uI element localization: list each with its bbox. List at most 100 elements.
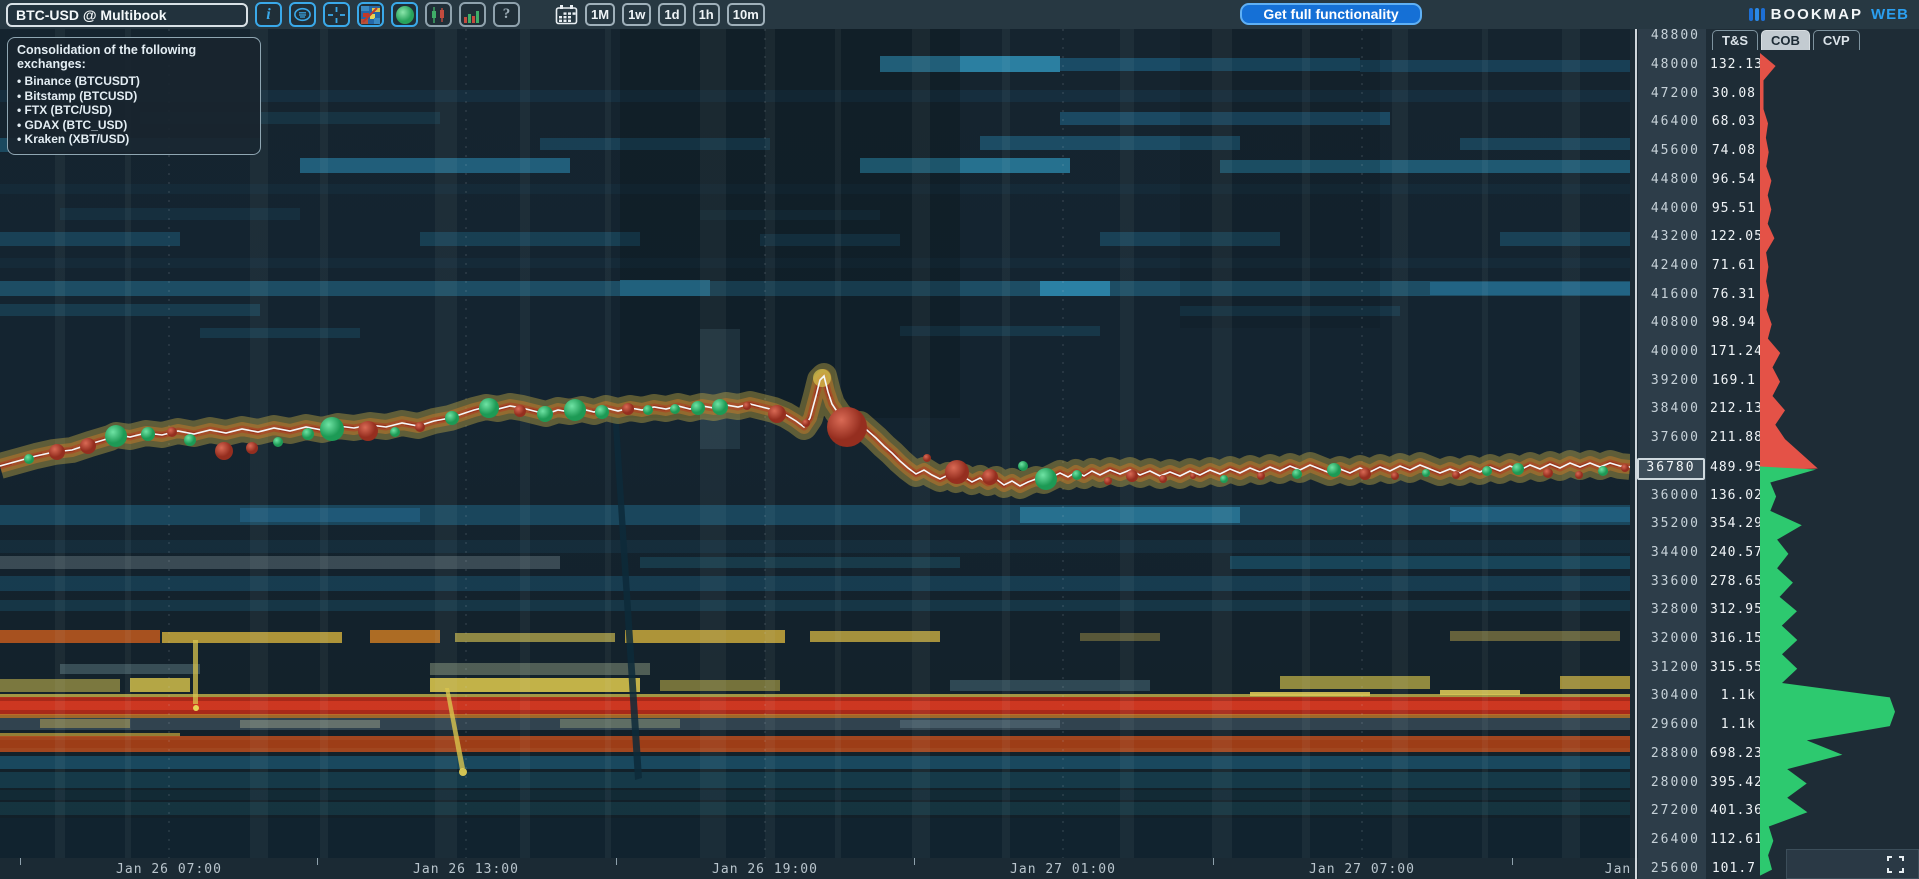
info-button[interactable]: i (255, 2, 282, 27)
volume-bars-icon (464, 10, 479, 23)
price-axis-label: 34400 (1650, 544, 1700, 560)
symbol-input[interactable] (6, 2, 248, 27)
tooltip-title: Consolidation of the following exchanges… (17, 43, 197, 71)
buy-bubble (643, 405, 653, 415)
heatmap-chart[interactable] (0, 29, 1630, 858)
timeframe-1w-button[interactable]: 1w (622, 3, 652, 26)
depth-value: 1.1k (1720, 688, 1756, 704)
price-axis-label: 39200 (1650, 372, 1700, 388)
price-axis-label: 45600 (1650, 143, 1700, 159)
bid-depth-profile (1760, 466, 1895, 876)
sell-bubble (923, 454, 931, 462)
chat-button[interactable] (289, 2, 316, 27)
price-axis-label: 36000 (1650, 487, 1700, 503)
price-line (0, 363, 1630, 499)
timeframe-1h-button[interactable]: 1h (692, 3, 720, 26)
toolbar: i ? 1M 1w 1d 1h 10m Get full functionali… (0, 0, 1919, 29)
sell-bubble (827, 407, 867, 447)
price-axis-label: 26400 (1650, 831, 1700, 847)
sell-bubble (982, 469, 998, 485)
depth-value: 278.65 (1710, 573, 1763, 589)
sphere-icon (395, 5, 414, 24)
price-axis-label: 32000 (1650, 631, 1700, 646)
buy-bubble (390, 427, 400, 437)
timeframe-10m-button[interactable]: 10m (726, 3, 765, 26)
volume-button[interactable] (459, 2, 486, 27)
price-axis-label: 28000 (1650, 774, 1700, 790)
time-gridlines (168, 29, 1363, 858)
price-axis-label: 27200 (1650, 803, 1700, 819)
price-axis-label: 48000 (1650, 57, 1700, 72)
price-axis-label: 31200 (1650, 659, 1700, 675)
price-axis-label: 25600 (1650, 860, 1700, 876)
buy-bubble (1292, 469, 1302, 479)
buy-bubble (564, 399, 586, 421)
buy-bubble (1482, 466, 1492, 476)
get-full-functionality-button[interactable]: Get full functionality (1240, 3, 1422, 25)
panel-separator[interactable] (1635, 28, 1637, 879)
time-tick (914, 858, 915, 865)
price-axis-label: 44000 (1650, 200, 1700, 216)
sell-bubble (1621, 464, 1629, 472)
crosshair-button[interactable] (323, 2, 350, 27)
buy-bubble (712, 399, 728, 415)
candlestick-icon (432, 6, 444, 23)
depth-value: 101.7 (1711, 860, 1756, 876)
depth-value: 211.88 (1710, 430, 1763, 446)
sell-bubble (215, 442, 233, 460)
heatmap-style-button[interactable] (357, 2, 384, 27)
buy-bubble (184, 434, 196, 446)
buy-bubble (105, 425, 127, 447)
sell-bubble (802, 419, 810, 427)
time-tick (20, 858, 21, 865)
globe-button[interactable] (391, 2, 418, 27)
sell-bubble (1452, 471, 1460, 479)
price-axis[interactable] (1638, 28, 1706, 879)
tab-cvp[interactable]: CVP (1812, 30, 1860, 50)
candles-button[interactable] (425, 2, 452, 27)
logo-brand-text: BOOKMAP (1770, 6, 1863, 23)
current-price-label: 36780 (1637, 457, 1705, 480)
timeframe-1d-button[interactable]: 1d (658, 3, 686, 26)
exchange-item: FTX (BTC/USD) (17, 103, 251, 118)
buy-bubble (445, 411, 459, 425)
sell-bubble (514, 405, 526, 417)
sell-bubble (80, 438, 96, 454)
buy-bubble (691, 401, 705, 415)
depth-value: 74.08 (1711, 143, 1756, 159)
fullscreen-button[interactable] (1786, 849, 1919, 879)
price-axis-label: 47200 (1650, 85, 1700, 101)
tab-tas[interactable]: T&S (1712, 30, 1758, 50)
depth-value: 169.1 (1711, 372, 1756, 388)
exchange-item: Kraken (XBT/USD) (17, 132, 251, 147)
buy-bubble (1422, 469, 1430, 477)
depth-value: 71.61 (1711, 257, 1756, 273)
help-button[interactable]: ? (493, 2, 520, 27)
tab-cob[interactable]: COB (1761, 30, 1810, 50)
exchange-item: Bitstamp (BTCUSD) (17, 89, 251, 104)
price-axis-label: 29600 (1650, 717, 1700, 733)
timeframe-1M-button[interactable]: 1M (585, 3, 616, 26)
buy-bubble (1035, 468, 1057, 490)
depth-value: 136.02 (1710, 487, 1763, 503)
calendar-icon (555, 5, 578, 25)
depth-value: 315.55 (1710, 659, 1763, 675)
sell-bubble (246, 442, 258, 454)
price-axis-label: 44800 (1650, 171, 1700, 187)
exchange-list: Binance (BTCUSDT) Bitstamp (BTCUSD) FTX … (17, 74, 251, 147)
depth-value: 132.13 (1710, 57, 1763, 72)
calendar-button[interactable] (555, 4, 578, 25)
depth-value: 30.08 (1711, 85, 1756, 101)
sell-bubble (167, 427, 177, 437)
sell-bubble (945, 460, 969, 484)
sell-bubble (1126, 470, 1138, 482)
buy-bubble (141, 427, 155, 441)
bookmap-logo-icon (1748, 8, 1765, 21)
depth-value: 98.94 (1711, 315, 1756, 331)
time-label: Jan 27 01:00 (1010, 862, 1116, 877)
time-label: Jan 26 13:00 (413, 862, 519, 877)
depth-value: 240.57 (1710, 544, 1763, 560)
help-icon: ? (502, 6, 511, 22)
price-axis-label: 33600 (1650, 573, 1700, 589)
sell-bubble (1104, 477, 1112, 485)
